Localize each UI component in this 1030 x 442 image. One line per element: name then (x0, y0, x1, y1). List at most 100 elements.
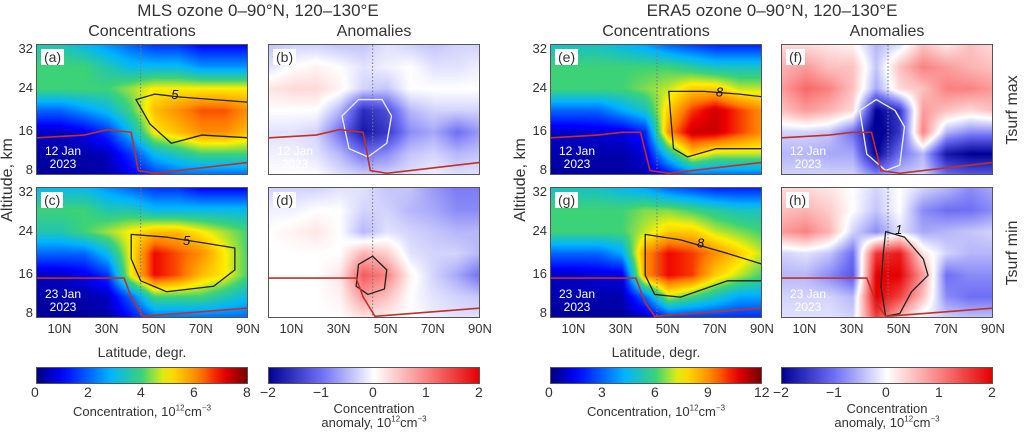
x-tick-label: 90N (468, 321, 492, 336)
row-label-tsurf-max: Tsurf max (1004, 75, 1021, 145)
panel-label: (a) (41, 49, 65, 65)
unit-cm: cm (913, 415, 931, 430)
colorbar-unit: 1012cm−3 (886, 414, 940, 430)
colorbar-label-text2: anomaly, (834, 415, 887, 430)
y-tick-label: 16 (18, 266, 33, 282)
contour-line (355, 255, 388, 296)
colorbar-unit: 1012cm−3 (158, 404, 211, 419)
tropopause-line (551, 277, 761, 317)
right-title: ERA5 ozone 0–90°N, 120–130°E (646, 1, 898, 20)
heatmap-panel-e: 8 (e) 12 Jan 2023 (550, 44, 762, 175)
x-tick-label: 70N (420, 321, 445, 336)
contour-label: 5 (183, 233, 191, 248)
colorbar-tick-label: 0 (545, 384, 553, 400)
colorbar-tick-label: 0 (369, 384, 377, 400)
unit-exponent: 12 (904, 414, 914, 424)
y-tick-label: 24 (18, 222, 33, 238)
colorbar-label-text: Concentration (333, 401, 415, 416)
colorbar-label-text2: anomaly, (321, 415, 374, 430)
y-tick-label: 8 (25, 162, 33, 177)
colorbar-tick-label: 0 (882, 384, 890, 400)
y-tick-label: 16 (532, 123, 547, 139)
panel-date: 23 Jan 2023 (277, 288, 313, 314)
colorbar-tick-label: −2 (260, 384, 276, 400)
colorbar-label: Concentration anomaly, 1012cm−3 (781, 402, 993, 430)
x-tick-label: 90N (750, 321, 774, 336)
x-tick-label: 50N (141, 321, 166, 336)
contour-line (644, 233, 761, 298)
heatmap-cells-h (782, 188, 992, 317)
unit-exponent: −3 (201, 403, 212, 413)
colorbar-tick-label: 3 (598, 384, 606, 400)
date-year: 2023 (281, 300, 309, 314)
date-year: 2023 (49, 300, 77, 314)
colorbar-tick-label: 2 (988, 384, 996, 400)
tropopause-line (269, 128, 479, 174)
colorbar-tick-label: 0 (31, 384, 39, 400)
panel-date: 12 Jan 2023 (277, 145, 313, 171)
colorbar-tick-label: 6 (651, 384, 659, 400)
x-tick-label: 30N (608, 321, 633, 336)
date-year: 2023 (281, 157, 309, 171)
colorbar-unit: 1012cm−3 (373, 415, 427, 430)
unit-exponent: 12 (175, 403, 185, 413)
x-tick-label: 50N (373, 321, 398, 336)
panel-label: (f) (786, 49, 806, 65)
x-axis-label-right: Latitude, degr. (611, 344, 701, 360)
colorbar-label-line: Concentration, 1012cm−3 (36, 404, 248, 419)
date-day: 12 Jan (559, 144, 596, 158)
colorbar-label-line: anomaly, 1012cm−3 (268, 415, 480, 430)
unit-cm: cm (400, 415, 418, 430)
y-tick-label: 16 (532, 266, 547, 282)
colorbar-4 (781, 367, 993, 384)
date-year: 2023 (563, 157, 591, 171)
heatmap-cells-d (269, 188, 479, 317)
header-anomalies-right: Anomalies (849, 23, 925, 40)
colorbar-tick-label: 12 (754, 384, 770, 400)
colorbar-tick-label: 2 (475, 384, 483, 400)
y-tick-label: 8 (25, 305, 33, 320)
panel-date: 23 Jan 2023 (559, 288, 595, 314)
x-tick-label: 50N (886, 321, 911, 336)
contour-line (135, 93, 247, 144)
colorbar-tick-label: −1 (313, 384, 329, 400)
panel-label: (b) (273, 49, 297, 65)
unit-base: 10 (161, 404, 176, 419)
tropopause-line (782, 277, 992, 317)
tropopause-line (37, 277, 247, 317)
y-tick-label: 16 (18, 123, 33, 139)
heatmap-panel-g: 8 (g) 23 Jan 2023 (550, 187, 762, 318)
date-day: 12 Jan (277, 144, 314, 158)
x-tick-label: 10N (561, 321, 586, 336)
contour-label: 5 (171, 87, 179, 102)
left-title: MLS ozone 0–90°N, 120–130°E (137, 1, 379, 20)
date-day: 23 Jan (559, 287, 596, 301)
contour-line (130, 233, 236, 293)
colorbar-label: Concentration, 1012cm−3 (36, 404, 248, 419)
heatmap-cells-e (551, 45, 761, 174)
header-anomalies-left: Anomalies (336, 23, 412, 40)
date-day: 23 Jan (277, 287, 314, 301)
y-tick-label: 24 (532, 79, 547, 95)
heatmap-panel-f: (f) 12 Jan 2023 (781, 44, 993, 175)
contour-label: 1 (895, 222, 902, 237)
colorbar-label: Concentration, 1012cm−3 (550, 403, 762, 419)
colorbar-tick-label: 1 (935, 384, 943, 400)
contour-label: 8 (716, 84, 724, 99)
panel-date: 23 Jan 2023 (790, 288, 826, 314)
x-tick-label: 70N (702, 321, 727, 336)
x-tick-label: 70N (933, 321, 958, 336)
panel-label: (h) (786, 192, 810, 208)
y-tick-label: 32 (18, 41, 33, 56)
colorbar-label-text: Concentration (846, 401, 928, 416)
row-label-tsurf-min: Tsurf min (1004, 220, 1021, 286)
x-tick-label: 90N (236, 321, 260, 336)
x-tick-label: 10N (792, 321, 817, 336)
heatmap-panel-h: 1 (h) 23 Jan 2023 (781, 187, 993, 318)
colorbar-label: Concentration anomaly, 1012cm−3 (268, 402, 480, 430)
panel-label: (g) (555, 192, 579, 208)
unit-exponent: 12 (689, 403, 699, 413)
tropopause-line (782, 131, 992, 174)
x-tick-label: 90N (981, 321, 1005, 336)
colorbar-1 (36, 367, 248, 384)
